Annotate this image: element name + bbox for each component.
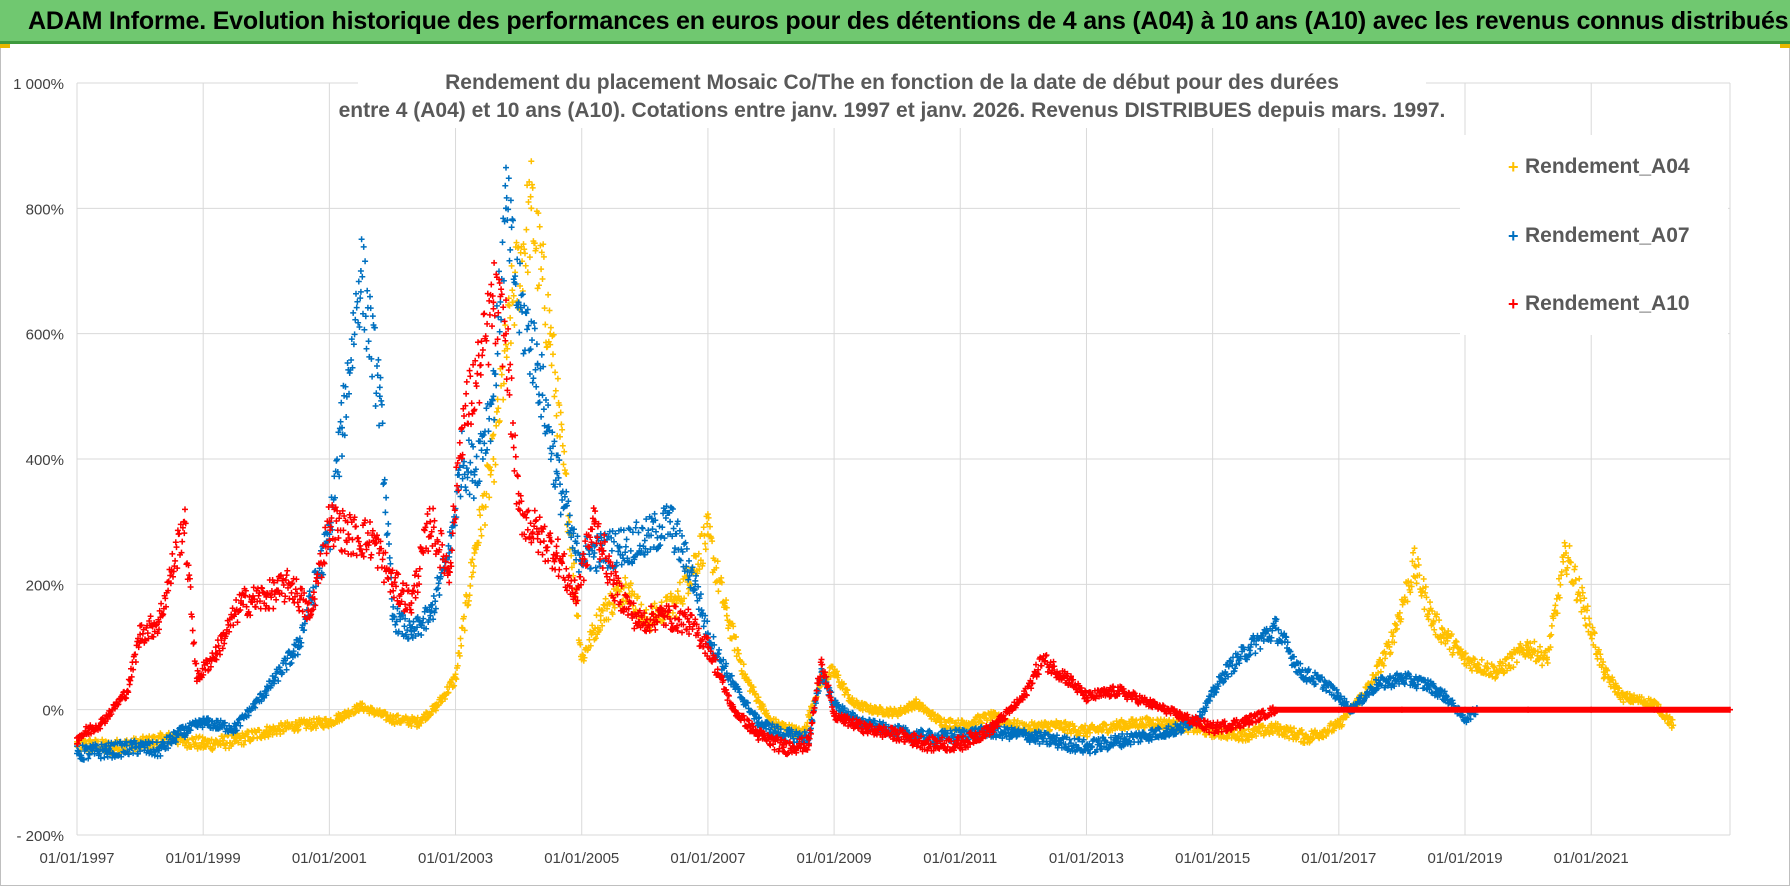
x-tick-label: 01/01/2015 (1175, 850, 1250, 867)
x-tick-label: 01/01/1999 (166, 850, 241, 867)
y-tick-label: - 200% (16, 828, 64, 845)
chart-title-line-2: entre 4 (A04) et 10 ans (A10). Cotations… (339, 99, 1446, 122)
data-point (376, 393, 383, 400)
x-axis-ticks: 01/01/1997 01/01/1999 01/01/2001 01/01/2003… (39, 850, 1628, 867)
legend-label-a04: Rendement_A04 (1525, 155, 1690, 178)
x-tick-label: 01/01/2005 (544, 850, 619, 867)
series-Rendement_A04 (74, 158, 1677, 757)
page-title: ADAM Informe. Evolution historique des p… (28, 7, 1789, 35)
y-tick-label: 400% (26, 452, 64, 469)
series-Rendement_A10 (74, 259, 1733, 758)
data-point (137, 631, 144, 638)
corner-accent-left (0, 44, 10, 48)
legend-marker-a10: + (1508, 294, 1519, 314)
y-tick-label: 1 000% (13, 76, 64, 93)
x-tick-label: 01/01/2003 (418, 850, 493, 867)
corner-accent-right (1780, 44, 1790, 48)
header-banner: ADAM Informe. Evolution historique des p… (0, 0, 1790, 44)
data-point (641, 537, 648, 544)
x-tick-label: 01/01/2009 (797, 850, 872, 867)
data-point (622, 581, 629, 588)
legend-background (1460, 135, 1728, 335)
legend-label-a10: Rendement_A10 (1525, 292, 1690, 315)
data-point (667, 518, 674, 525)
x-tick-label: 01/01/2021 (1554, 850, 1629, 867)
x-tick-label: 01/01/2017 (1301, 850, 1376, 867)
series-Rendement_A07 (74, 164, 1481, 763)
x-tick-label: 01/01/2007 (670, 850, 745, 867)
x-tick-label: 01/01/2019 (1427, 850, 1502, 867)
series-cloud-Rendement_A07 (74, 164, 1480, 763)
data-points (74, 158, 1733, 763)
legend-marker-a07: + (1508, 226, 1519, 246)
data-point (427, 518, 434, 525)
legend-marker-a04: + (1508, 157, 1519, 177)
y-tick-label: 600% (26, 327, 64, 344)
series-cloud-Rendement_A04 (74, 158, 1676, 757)
y-tick-label: 200% (26, 577, 64, 594)
y-tick-label: 800% (26, 201, 64, 218)
data-point (490, 299, 497, 306)
title-background (358, 62, 1426, 128)
y-axis-ticks: - 200% 0% 200% 400% 600% 800% 1 000% (13, 76, 64, 845)
y-tick-label: 0% (42, 703, 64, 720)
x-tick-label: 01/01/1997 (39, 850, 114, 867)
legend: + Rendement_A04 + Rendement_A07 + Rendem… (1460, 135, 1728, 335)
x-tick-label: 01/01/2001 (292, 850, 367, 867)
series-cloud-Rendement_A10 (74, 259, 1732, 758)
data-point (528, 205, 535, 212)
scatter-chart: - 200% 0% 200% 400% 600% 800% 1 000% 01/01/199… (13, 62, 1733, 867)
chart-title-line-1: Rendement du placement Mosaic Co/The en … (445, 71, 1339, 94)
legend-label-a07: Rendement_A07 (1525, 224, 1690, 247)
data-point (357, 268, 364, 274)
data-point (490, 456, 497, 462)
x-tick-label: 01/01/2013 (1049, 850, 1124, 867)
x-tick-label: 01/01/2011 (923, 850, 997, 867)
